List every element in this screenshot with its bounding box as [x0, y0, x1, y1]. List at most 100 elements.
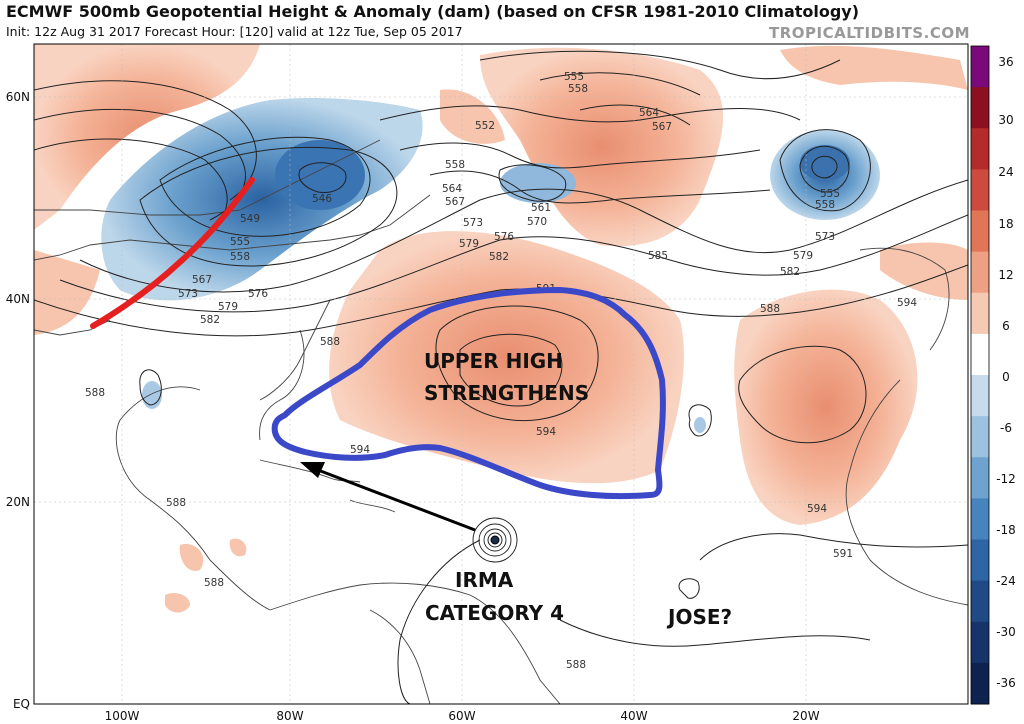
trough-axis-line	[90, 177, 255, 329]
colorbar-swatches	[971, 46, 989, 705]
colorbar-label: -30	[996, 625, 1016, 639]
grid-lines	[34, 44, 968, 704]
contour-label: 561	[531, 202, 551, 214]
contour-label: 582	[489, 251, 509, 263]
contour-label: 558	[815, 199, 835, 211]
lon-label: 20W	[792, 709, 819, 723]
colorbar-swatch	[971, 539, 989, 582]
contour-label: 588	[760, 303, 780, 315]
colorbar: 36 30 24 18 12 6 0 -6 -12 -18 -24 -30 -3…	[970, 45, 1016, 705]
lat-label: 60N	[6, 90, 30, 104]
irma-annotation-line2: CATEGORY 4	[425, 601, 564, 625]
colorbar-swatch	[971, 46, 989, 88]
contour-label: 594	[897, 297, 917, 309]
colorbar-swatch	[971, 292, 989, 335]
colorbar-label: 30	[998, 113, 1013, 127]
contour-label: 594	[807, 503, 827, 515]
contour-label: 552	[475, 120, 495, 132]
colorbar-label: -24	[996, 574, 1016, 588]
lon-axis: 100W 80W 60W 40W 20W	[105, 709, 820, 723]
contour-label: 558	[568, 83, 588, 95]
irma-track-arrow	[300, 462, 476, 532]
height-contours	[34, 50, 968, 704]
contour-label: 546	[312, 193, 332, 205]
contour-label: 564	[639, 107, 659, 119]
contour-label: 588	[566, 659, 586, 671]
map-subtitle: Init: 12z Aug 31 2017 Forecast Hour: [12…	[6, 24, 463, 39]
contour-label: 564	[442, 183, 462, 195]
lat-label: EQ	[13, 697, 30, 711]
colorbar-swatch	[971, 251, 989, 294]
map-area: 555 558 552 564 567 558 564 567 561 573 …	[34, 44, 968, 704]
colorbar-label: -6	[1000, 421, 1012, 435]
high-annotation-line1: UPPER HIGH	[424, 349, 563, 373]
colorbar-swatch	[971, 128, 989, 170]
colorbar-swatch	[971, 375, 989, 417]
contour-label: 579	[218, 301, 238, 313]
lat-label: 20N	[6, 495, 30, 509]
contour-label: 567	[652, 121, 672, 133]
contour-label: 594	[536, 426, 556, 438]
contour-label: 567	[192, 274, 212, 286]
irma-annotation-line1: IRMA	[455, 568, 514, 592]
contour-label: 579	[793, 250, 813, 262]
colorbar-swatch	[971, 662, 989, 705]
colorbar-label: 36	[998, 55, 1013, 69]
contour-label: 573	[178, 288, 198, 300]
contour-labels: 555 558 552 564 567 558 564 567 561 573 …	[85, 71, 917, 671]
colorbar-swatch	[971, 87, 989, 129]
contour-label: 567	[445, 196, 465, 208]
upper-high-outline	[271, 287, 666, 500]
colorbar-label: -18	[996, 523, 1016, 537]
contour-label: 555	[230, 236, 250, 248]
map-title: ECMWF 500mb Geopotential Height & Anomal…	[6, 2, 860, 21]
contour-label: 549	[240, 213, 260, 225]
contour-label: 588	[204, 577, 224, 589]
lat-axis: 60N 40N 20N EQ	[6, 90, 30, 711]
colorbar-swatch	[971, 210, 989, 253]
irma-vortex	[472, 517, 518, 563]
contour-label: 588	[320, 336, 340, 348]
colorbar-label: 24	[998, 165, 1013, 179]
contour-label: 555	[820, 188, 840, 200]
map-frame	[33, 43, 969, 705]
contour-label: 585	[648, 250, 668, 262]
colorbar-swatch	[971, 621, 989, 664]
colorbar-label: -12	[996, 472, 1016, 486]
contour-label: 570	[527, 216, 547, 228]
brand-label: TROPICALTIDBITS.COM	[769, 24, 970, 42]
colorbar-swatch	[971, 498, 989, 541]
contour-label: 558	[230, 251, 250, 263]
contour-label: 558	[445, 159, 465, 171]
colorbar-labels: 36 30 24 18 12 6 0 -6 -12 -18 -24 -30 -3…	[996, 55, 1016, 690]
contour-label: 576	[248, 288, 268, 300]
contour-label: 591	[833, 548, 853, 560]
contour-label: 594	[350, 444, 370, 456]
contour-label: 588	[166, 497, 186, 509]
contour-label: 582	[200, 314, 220, 326]
colorbar-swatch	[971, 169, 989, 212]
colorbar-label: 12	[998, 268, 1013, 282]
contour-label: 579	[459, 238, 479, 250]
land-outlines	[34, 139, 968, 704]
colorbar-label: 0	[1002, 370, 1010, 384]
lat-label: 40N	[6, 292, 30, 306]
colorbar-label: 18	[998, 217, 1013, 231]
lon-label: 100W	[105, 709, 140, 723]
contour-label: 573	[815, 231, 835, 243]
contour-label: 582	[780, 266, 800, 278]
lon-label: 40W	[620, 709, 647, 723]
colorbar-swatch	[971, 580, 989, 623]
colorbar-swatch	[971, 333, 989, 376]
colorbar-frame	[970, 45, 990, 705]
colorbar-swatch	[971, 416, 989, 458]
contour-label: 555	[564, 71, 584, 83]
colorbar-label: -36	[996, 676, 1016, 690]
contour-label: 588	[85, 387, 105, 399]
lon-label: 60W	[448, 709, 475, 723]
jose-annotation: JOSE?	[666, 605, 732, 629]
colorbar-label: 6	[1002, 319, 1010, 333]
colorbar-swatch	[971, 457, 989, 499]
lon-label: 80W	[276, 709, 303, 723]
